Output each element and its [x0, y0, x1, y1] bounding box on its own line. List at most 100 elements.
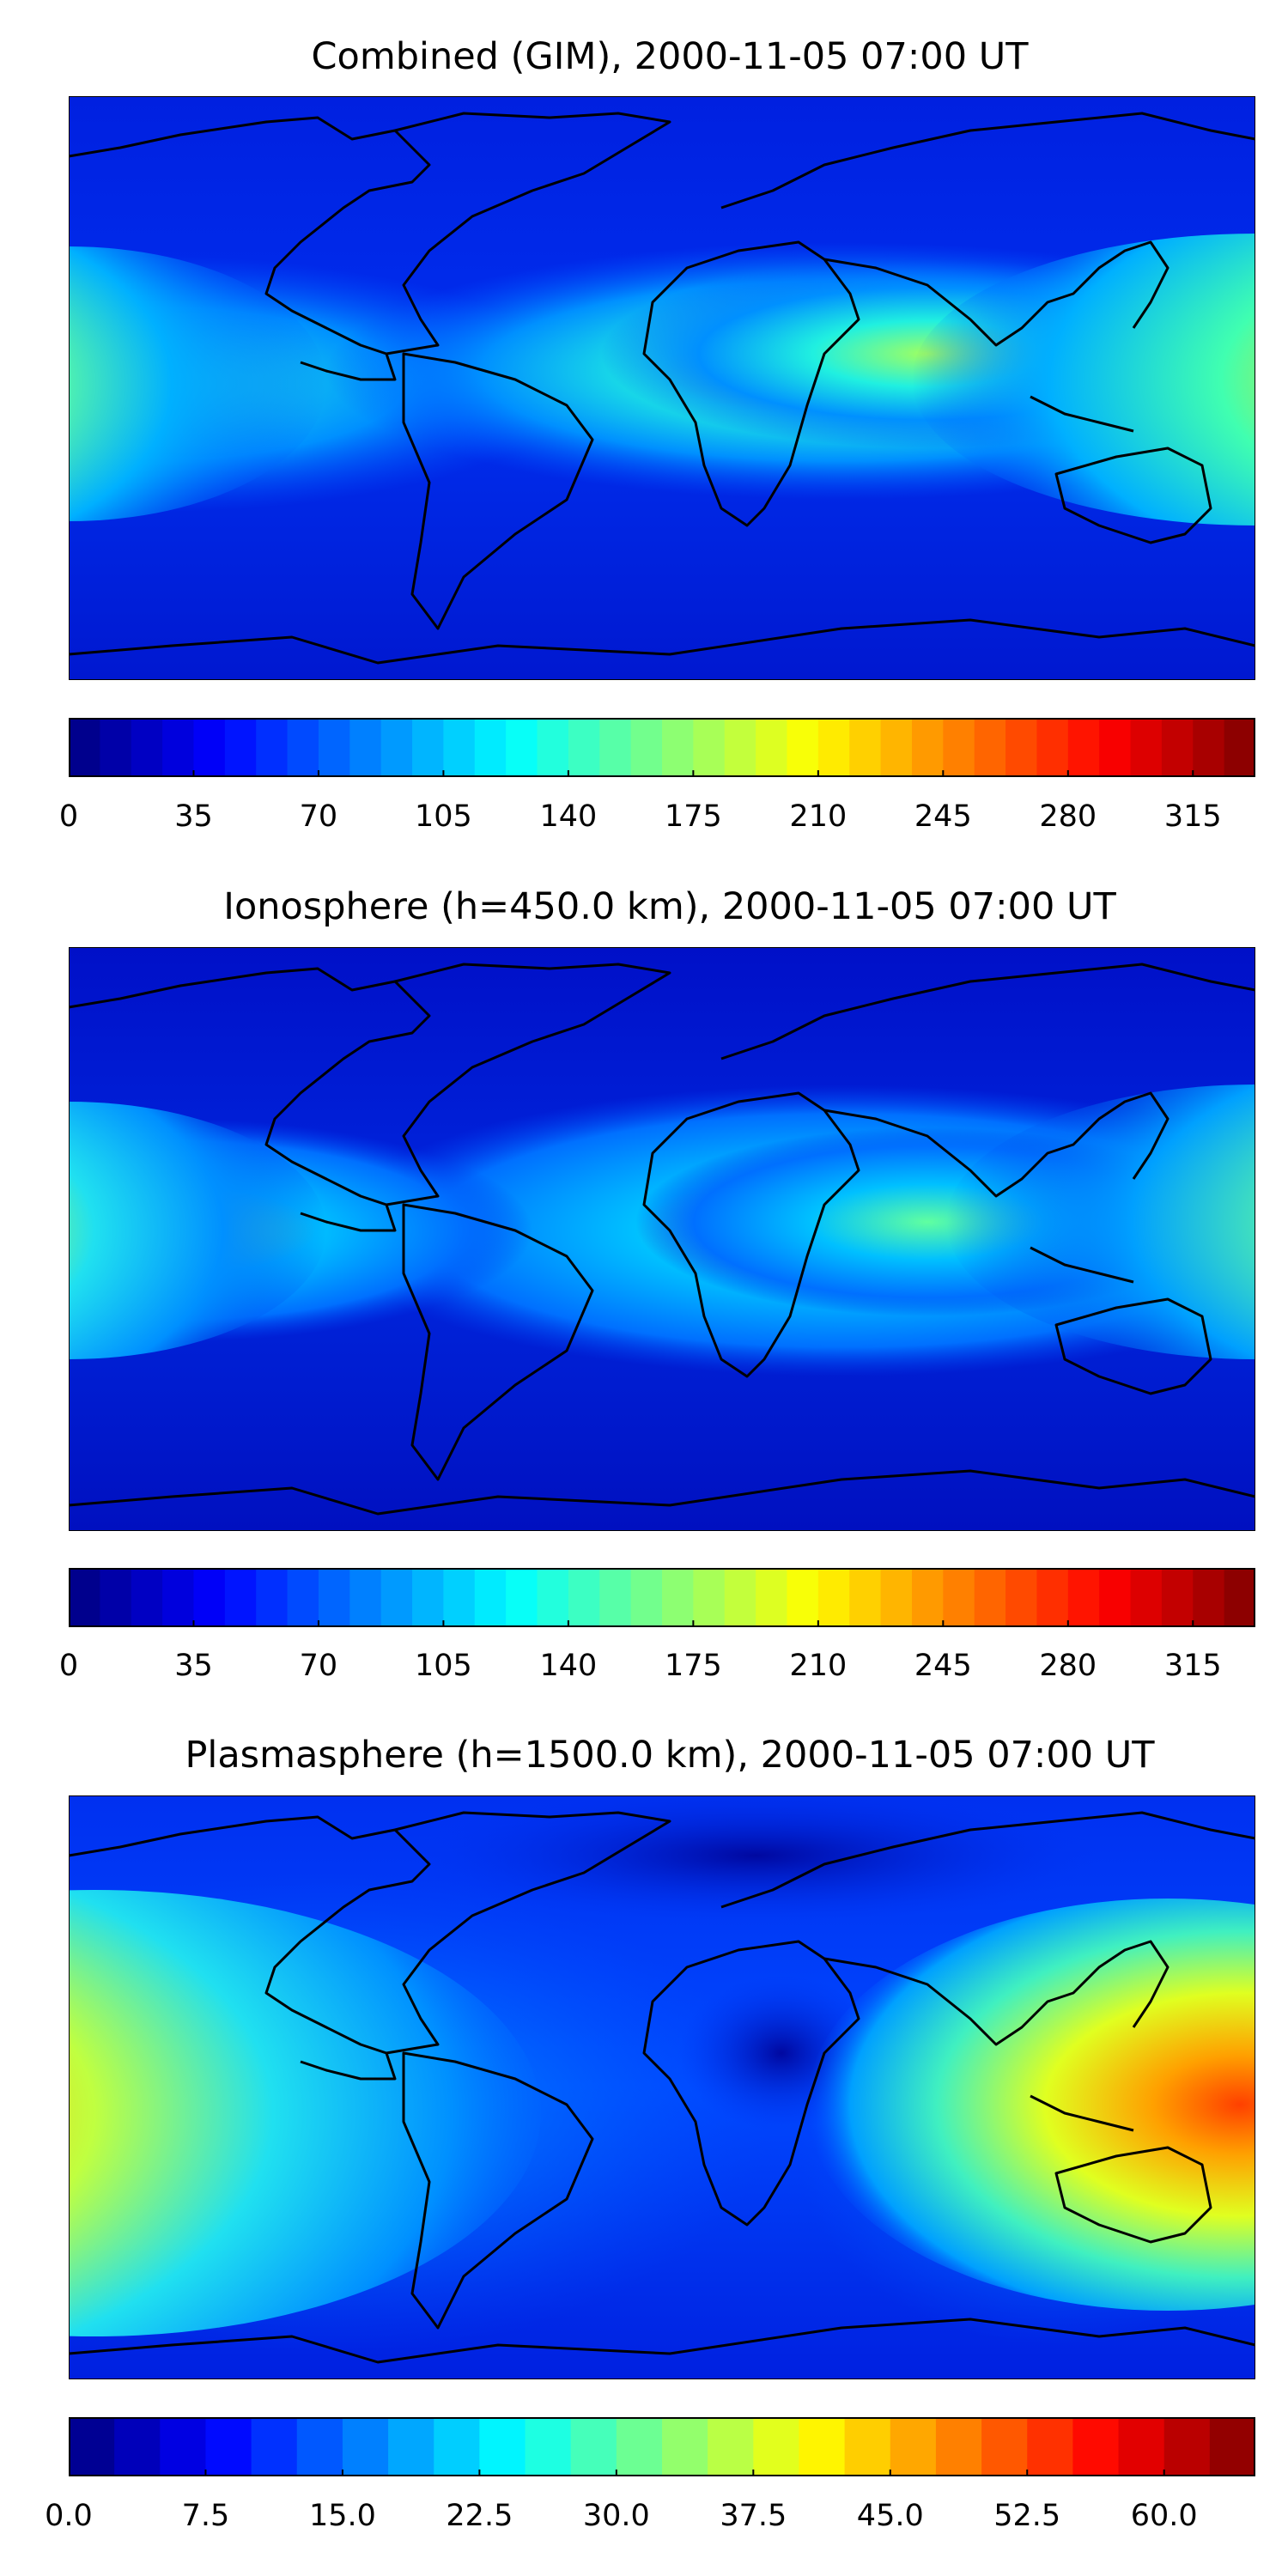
colorbar-level: [599, 1568, 632, 1627]
cbar-tick: 70: [299, 799, 338, 834]
colorbar-level: [630, 718, 663, 777]
colorbar-level: [506, 718, 538, 777]
colorbar-level: [1067, 1568, 1100, 1627]
colorbar-level: [100, 718, 132, 777]
colorbar-ticks-combined: 0 35 70 105 140 175 210 245 280 315: [59, 799, 1255, 842]
colorbar-ticks-plasmasphere: 0.0 7.5 15.0 22.5 30.0 37.5 45.0 52.5 60…: [45, 2499, 1255, 2542]
colorbar-level: [974, 718, 1006, 777]
cbar-tick: 315: [1163, 799, 1222, 834]
colorbar-level: [1005, 1568, 1038, 1627]
colorbar-level: [1067, 718, 1100, 777]
colorbar-level: [349, 1568, 382, 1627]
colorbar-level: [943, 1568, 975, 1627]
map-plasmasphere-svg: [69, 1795, 1255, 2379]
colorbar-level: [287, 718, 319, 777]
colorbar-ionosphere-svg: [69, 1568, 1255, 1627]
colorbar-level: [69, 718, 100, 777]
colorbar-level: [1161, 1568, 1194, 1627]
cbar-tick: 30.0: [582, 2499, 650, 2533]
cbar-tick: 245: [914, 799, 972, 834]
colorbar-level: [568, 1568, 600, 1627]
colorbar-level: [799, 2417, 846, 2476]
cbar-tick: 140: [539, 799, 598, 834]
colorbar-level: [525, 2417, 572, 2476]
colorbar-border: [69, 2417, 1255, 2476]
cbar-tick: 37.5: [720, 2499, 787, 2533]
colorbar-level: [100, 1568, 132, 1627]
colorbar-level: [943, 718, 975, 777]
cbar-tick: 175: [664, 1649, 722, 1683]
colorbar-level: [724, 1568, 756, 1627]
colorbar-level: [256, 718, 289, 777]
colorbar-level: [1161, 718, 1194, 777]
cbar-tick: 210: [789, 799, 848, 834]
colorbar-level: [630, 1568, 663, 1627]
colorbar-level: [380, 718, 413, 777]
colorbar-level: [756, 718, 788, 777]
colorbar-level: [880, 718, 913, 777]
map-combined-svg: [69, 96, 1255, 680]
colorbar-level: [1027, 2417, 1073, 2476]
colorbar-level: [537, 1568, 569, 1627]
colorbar-level: [318, 1568, 350, 1627]
map-combined: [69, 96, 1255, 680]
colorbar-level: [693, 1568, 726, 1627]
cbar-tick: 7.5: [181, 2499, 230, 2533]
colorbar-level: [474, 1568, 507, 1627]
colorbar-level: [296, 2417, 343, 2476]
map-ionosphere: [69, 947, 1255, 1531]
cbar-tick: 60.0: [1130, 2499, 1198, 2533]
colorbar-level: [131, 1568, 163, 1627]
colorbar-level: [224, 1568, 257, 1627]
colorbar-level: [568, 718, 600, 777]
colorbar-level: [880, 1568, 913, 1627]
cbar-tick: 315: [1163, 1649, 1222, 1683]
colorbar-border: [69, 1568, 1255, 1627]
colorbar-level: [753, 2417, 800, 2476]
colorbar-level: [1193, 1568, 1225, 1627]
colorbar-level: [131, 718, 163, 777]
colorbar-level: [974, 1568, 1006, 1627]
colorbar-level: [1072, 2417, 1120, 2476]
colorbar-level: [1193, 718, 1225, 777]
colorbar-ticks-ionosphere: 0 35 70 105 140 175 210 245 280 315: [59, 1649, 1255, 1692]
cbar-tick: 15.0: [308, 2499, 376, 2533]
colorbar-level: [616, 2417, 663, 2476]
colorbar-level: [160, 2417, 207, 2476]
colorbar-level: [817, 718, 850, 777]
panel-title-plasmasphere: Plasmasphere (h=1500.0 km), 2000-11-05 0…: [185, 1734, 1155, 1777]
colorbar-level: [849, 718, 882, 777]
colorbar-combined-svg: [69, 718, 1255, 777]
colorbar-level: [251, 2417, 298, 2476]
map-plasmasphere: [69, 1795, 1255, 2379]
colorbar-level: [256, 1568, 289, 1627]
colorbar-level: [911, 718, 944, 777]
cbar-tick: 0.0: [45, 2499, 93, 2533]
colorbar-level: [890, 2417, 937, 2476]
panel-title-ionosphere: Ionosphere (h=450.0 km), 2000-11-05 07:0…: [223, 885, 1116, 928]
colorbar-level: [662, 718, 694, 777]
cbar-tick: 22.5: [446, 2499, 513, 2533]
colorbar-level: [1036, 1568, 1069, 1627]
colorbar-level: [380, 1568, 413, 1627]
colorbar-level: [599, 718, 632, 777]
cbar-tick: 105: [415, 799, 472, 834]
colorbar-level: [693, 718, 726, 777]
colorbar-level: [162, 1568, 195, 1627]
cbar-tick: 280: [1039, 799, 1097, 834]
colorbar-level: [787, 718, 819, 777]
colorbar-level: [724, 718, 756, 777]
panel-title-combined: Combined (GIM), 2000-11-05 07:00 UT: [311, 35, 1029, 78]
colorbar-level: [224, 718, 257, 777]
colorbar-level: [662, 2417, 708, 2476]
colorbar-level: [1099, 1568, 1132, 1627]
colorbar-level: [193, 1568, 226, 1627]
colorbar-level: [69, 1568, 100, 1627]
cbar-tick: 280: [1039, 1649, 1097, 1683]
cbar-tick: 70: [299, 1649, 338, 1683]
colorbar-level: [318, 718, 350, 777]
colorbar-level: [412, 718, 445, 777]
colorbar-level: [479, 2417, 526, 2476]
colorbar-level: [349, 718, 382, 777]
cbar-tick: 45.0: [856, 2499, 924, 2533]
